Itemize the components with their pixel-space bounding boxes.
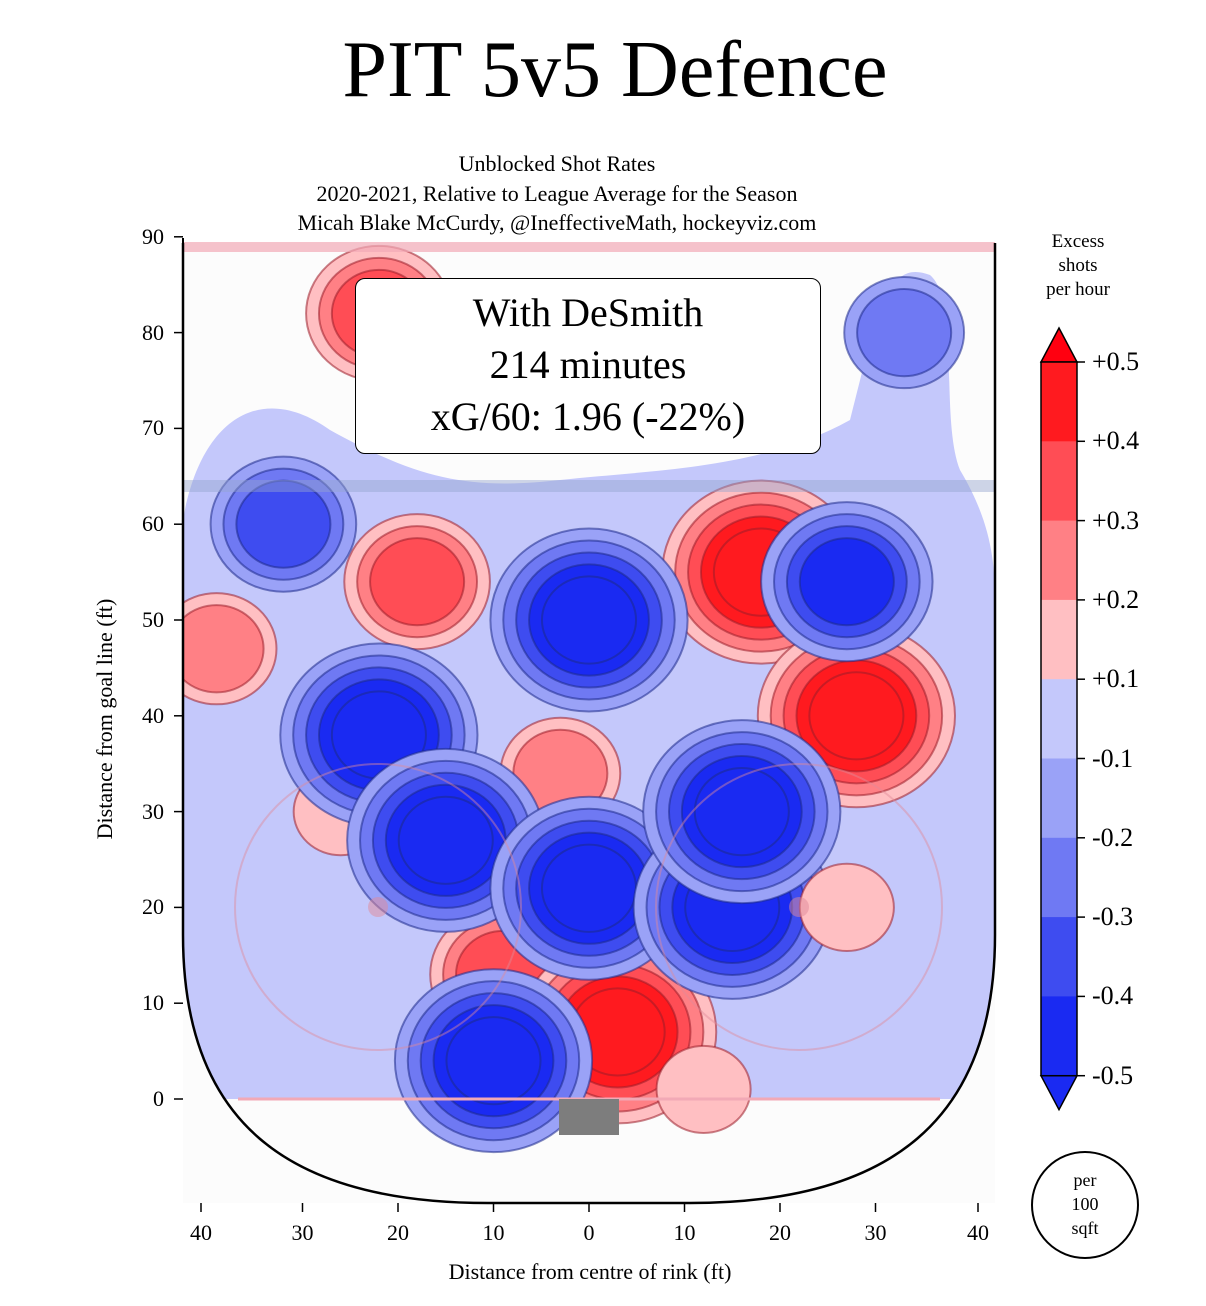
y-tick-label: 40: [142, 702, 164, 728]
hotspot-excess: [798, 862, 895, 952]
colorbar-segment: [1041, 679, 1077, 759]
x-tick-label: 10: [482, 1220, 505, 1245]
x-tick-label: 20: [769, 1220, 791, 1245]
info-minutes: 214 minutes: [489, 342, 687, 387]
y-tick-label: 90: [142, 223, 164, 249]
hotspot-excess: [343, 513, 491, 651]
x-tick-label: 40: [967, 1220, 989, 1245]
contour-level: [856, 288, 953, 378]
goal-net: [559, 1099, 619, 1135]
x-tick-label: 30: [864, 1220, 887, 1245]
colorbar-tick-label: +0.1: [1092, 664, 1140, 694]
y-tick-label: 30: [142, 798, 164, 824]
colorbar-title-line: shots: [1058, 255, 1098, 276]
contour-level: [693, 767, 790, 857]
contour-level: [445, 1016, 542, 1106]
contour-level: [798, 862, 895, 952]
x-tick-label: 30: [291, 1220, 314, 1245]
colorbar-tick-label: -0.4: [1092, 981, 1134, 1011]
y-tick-label: 20: [142, 894, 164, 920]
y-tick-label: 10: [142, 990, 164, 1016]
y-tick-label: 80: [142, 319, 164, 345]
colorbar-outline: [1040, 361, 1078, 1077]
info-box: With DeSmith 214 minutes xG/60: 1.96 (-2…: [355, 278, 821, 454]
colorbar-segment: [1041, 599, 1077, 680]
colorbar-segment: [1041, 362, 1077, 442]
y-tick-label: 0: [153, 1086, 164, 1111]
contour-level: [808, 671, 905, 761]
colorbar-tick-label: +0.2: [1092, 584, 1140, 614]
subtitle-line-1: Unblocked Shot Rates: [458, 151, 656, 176]
colorbar-tick-label: -0.1: [1092, 743, 1134, 773]
contour-level: [369, 537, 466, 627]
colorbar-tick-label: +0.4: [1092, 426, 1140, 456]
hotspot-deficit: [209, 455, 358, 593]
colorbar-title-line: Excess: [1051, 231, 1105, 252]
hotspot-excess: [655, 1044, 752, 1135]
blue-line: [183, 480, 995, 492]
rink-markings: [181, 242, 997, 1205]
unit-line: sqft: [1071, 1218, 1099, 1238]
colorbar-tick-label: +0.3: [1092, 505, 1140, 535]
colorbar-segment: [1041, 996, 1077, 1077]
colorbar-segment: [1041, 917, 1077, 997]
contour-level: [540, 843, 638, 933]
unit-line: 100: [1071, 1194, 1099, 1214]
contour-level: [183, 604, 265, 694]
unit-badge-text: per 100 sqft: [1031, 1168, 1139, 1240]
colorbar-extend-top: [1039, 326, 1079, 363]
info-xg: xG/60: 1.96 (-22%): [430, 394, 746, 439]
hotspot-excess: [183, 592, 278, 706]
unit-badge: [1031, 1151, 1139, 1259]
y-axis-label: Distance from goal line (ft): [92, 598, 117, 840]
colorbar-tick-label: -0.5: [1092, 1060, 1134, 1090]
hotspot-deficit: [843, 276, 966, 390]
colorbar-tick-label: +0.5: [1092, 347, 1140, 376]
colorbar-extend-bottom: [1039, 1074, 1079, 1112]
x-tick-label: 0: [583, 1220, 595, 1245]
colorbar-tick-label: -0.3: [1092, 902, 1134, 932]
faceoff-dot-right: [789, 897, 809, 917]
colorbar-title: Excess shots per hour: [1018, 230, 1138, 302]
x-tick-label: 40: [190, 1220, 212, 1245]
hotspot-deficit: [760, 501, 934, 663]
contour-level: [798, 537, 895, 627]
axes: [174, 236, 979, 1212]
top-red-band: [183, 242, 995, 252]
colorbar-segment: [1041, 441, 1077, 522]
x-tick-label: 10: [673, 1220, 696, 1245]
colorbar-segment: [1041, 758, 1077, 839]
subtitle-line-2: 2020-2021, Relative to League Average fo…: [316, 181, 798, 206]
contour-level: [235, 479, 332, 569]
colorbar-segment: [1041, 837, 1077, 918]
subtitle-line-3: Micah Blake McCurdy, @IneffectiveMath, h…: [297, 210, 817, 235]
y-tick-label: 70: [142, 415, 164, 441]
colorbar-segment: [1041, 520, 1077, 601]
colorbar-tick-label: -0.2: [1092, 822, 1134, 852]
hotspot-deficit: [642, 719, 842, 905]
info-goalie: With DeSmith: [472, 290, 704, 335]
hotspot-deficit: [393, 968, 594, 1154]
colorbar-title-line: per hour: [1046, 279, 1110, 300]
x-tick-label: 20: [387, 1220, 409, 1245]
contour-level: [540, 575, 638, 665]
y-tick-label: 50: [142, 607, 164, 632]
faceoff-dot-left: [368, 897, 388, 917]
y-tick-label: 60: [142, 511, 164, 537]
colorbar: [1039, 326, 1085, 1112]
faceoff-circle-left: [234, 763, 522, 1051]
contour-level: [397, 795, 494, 885]
chart-title: PIT 5v5 Defence: [342, 26, 888, 114]
unit-line: per: [1073, 1170, 1097, 1190]
x-axis-label: Distance from centre of rink (ft): [448, 1259, 732, 1284]
faceoff-circle-right: [655, 763, 943, 1051]
contour-level: [655, 1044, 752, 1135]
hotspot-deficit: [489, 527, 689, 713]
